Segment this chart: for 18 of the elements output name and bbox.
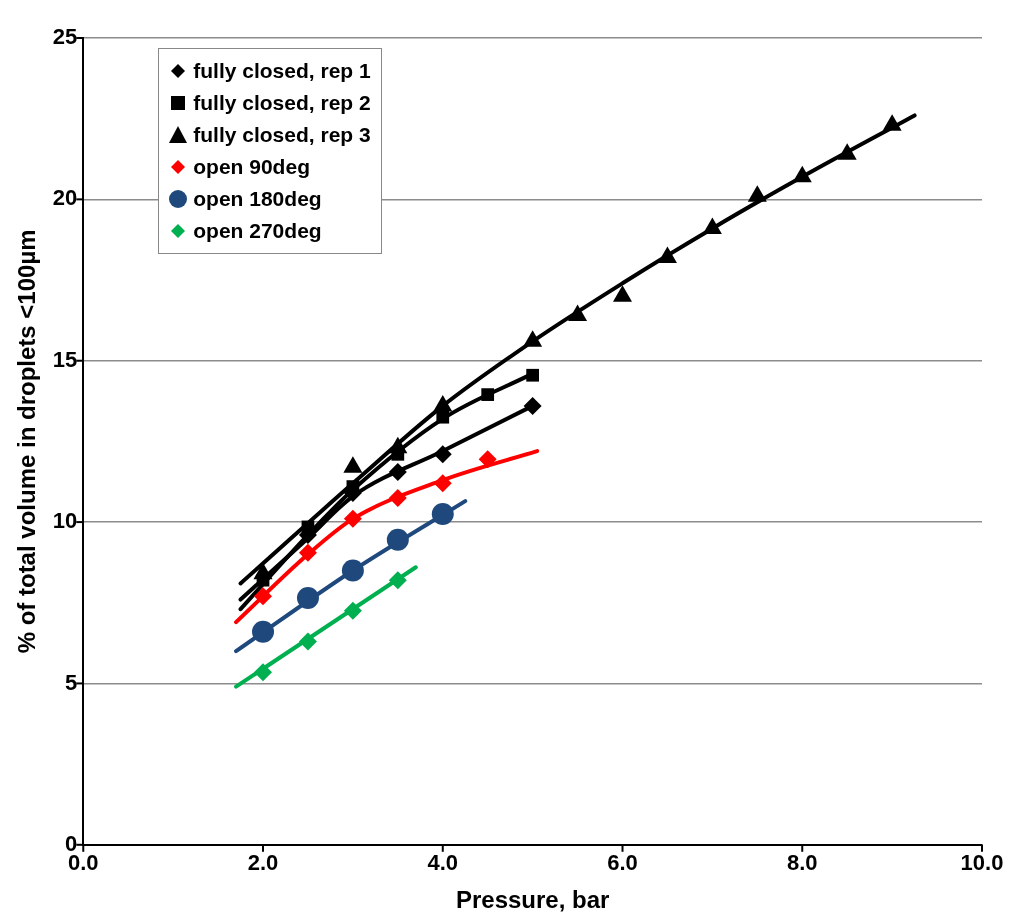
legend-label: open 90deg <box>193 155 310 179</box>
y-tick-label: 5 <box>65 669 78 695</box>
x-tick-label: 4.0 <box>427 850 459 876</box>
legend-label: fully closed, rep 2 <box>193 91 371 115</box>
x-tick-label: 6.0 <box>607 850 638 876</box>
y-tick-label: 10 <box>52 508 78 534</box>
y-tick-label: 25 <box>52 24 78 50</box>
legend-label: fully closed, rep 3 <box>193 123 371 147</box>
legend-label: fully closed, rep 1 <box>193 59 371 83</box>
x-tick-label: 10.0 <box>960 850 1004 876</box>
y-tick-label: 20 <box>52 185 78 211</box>
y-axis-title: % of total volume in droplets <100µm <box>13 229 41 654</box>
legend-label: open 180deg <box>193 187 322 211</box>
x-tick-label: 8.0 <box>786 850 818 876</box>
x-tick-label: 2.0 <box>247 850 279 876</box>
y-tick-label: 15 <box>52 346 78 372</box>
legend-label: open 270deg <box>193 219 322 243</box>
x-axis-title: Pressure, bar <box>455 886 610 914</box>
